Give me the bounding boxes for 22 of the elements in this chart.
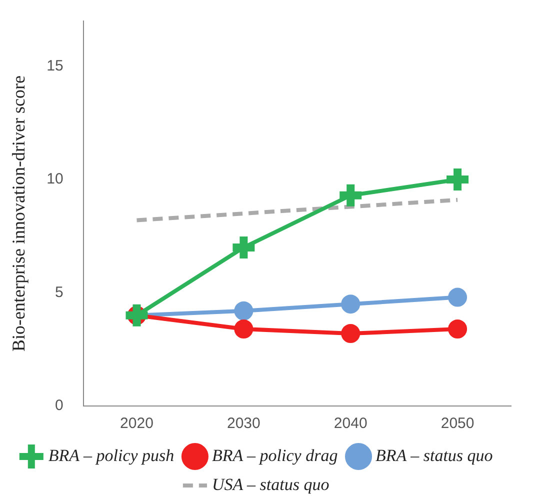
point xyxy=(448,320,468,338)
point xyxy=(341,294,360,314)
x-tick-label: 2040 xyxy=(334,415,368,432)
legend-label: BRA – policy push xyxy=(48,446,174,465)
point xyxy=(232,236,255,258)
point xyxy=(340,184,362,206)
point xyxy=(234,301,254,320)
point xyxy=(448,288,468,307)
legend-label: BRA – policy drag xyxy=(212,446,338,465)
y-tick-label: 10 xyxy=(46,170,64,188)
y-tick-label: 0 xyxy=(54,397,64,414)
point xyxy=(234,320,254,338)
legend-label: USA – status quo xyxy=(212,474,330,494)
x-tick-label: 2050 xyxy=(440,415,474,432)
y-axis-title: Bio-enterprise innovation-driver score xyxy=(8,76,29,352)
point xyxy=(341,324,360,344)
y-tick-label: 5 xyxy=(54,284,64,301)
y-tick-label: 15 xyxy=(46,57,64,74)
legend-label: BRA – status quo xyxy=(376,446,493,465)
point xyxy=(446,168,469,191)
x-tick-label: 2030 xyxy=(226,415,260,432)
x-tick-label: 2020 xyxy=(120,415,154,432)
